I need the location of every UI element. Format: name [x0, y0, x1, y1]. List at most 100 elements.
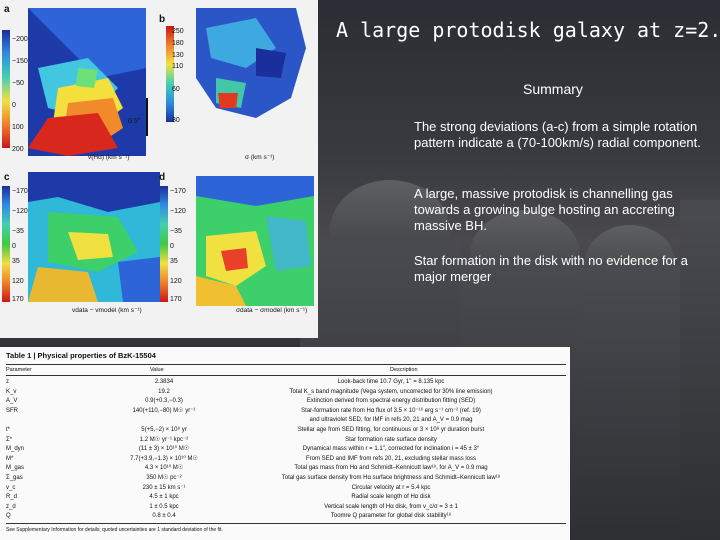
table-cell-value: 1 ± 0.5 kpc — [149, 503, 179, 510]
table-cell-value: 350 M☉ pc⁻² — [146, 475, 182, 481]
table-cell-description: Star formation rate surface density — [345, 436, 437, 443]
tick-b: 60 — [172, 86, 180, 93]
colorbar-b — [166, 26, 174, 122]
table-header: Description — [390, 367, 418, 373]
tick-c: −120 — [12, 208, 28, 215]
panel-b-caption: σ (km s⁻¹) — [245, 154, 275, 161]
panel-label-a: a — [4, 4, 10, 15]
table-row: and ultraviolet SED, for IMF in refs 20,… — [6, 416, 566, 424]
table-cell-parameter: M* — [6, 455, 14, 462]
table-cell-description: Vertical scale length of Hα disk, from v… — [324, 503, 458, 510]
table-row: Σ_gas 350 M☉ pc⁻² Total gas surface densit… — [6, 474, 566, 482]
tick-a: 100 — [12, 124, 24, 131]
table-cell-parameter: R_d — [6, 494, 18, 501]
slide-title: A large protodisk galaxy at z=2.4 — [336, 18, 720, 42]
table-cell-parameter: z — [6, 379, 9, 385]
table-row: v_c 230 ± 15 km s⁻¹ Circular velocity at r… — [6, 484, 566, 492]
properties-table: Table 1 | Physical properties of BzK-155… — [0, 347, 570, 540]
table-cell-description: Total K_s band magnitude (Vega system, u… — [289, 388, 493, 395]
panel-d-caption: σdata − σmodel (km s⁻¹) — [236, 307, 308, 314]
table-cell-description: Total gas mass from Hα and Schmidt–Kenni… — [294, 465, 488, 472]
table-cell-description: Star-formation rate from Hα flux of 3.5 … — [301, 407, 481, 414]
table-cell-description: From SED and IMF from refs 20, 21, exclu… — [305, 455, 477, 462]
panel-label-c: c — [4, 172, 10, 183]
summary-heading: Summary — [523, 81, 583, 97]
table-row: z 2.3834 Look-back time 10.7 Gyr, 1'' = 8.… — [6, 378, 566, 386]
tick-d: 120 — [170, 278, 182, 285]
colorbar-a — [2, 30, 10, 148]
tick-a: 0 — [12, 102, 16, 109]
table-cell-value: 0.9(+0.3,−0.3) — [145, 398, 183, 405]
tick-a: −200 — [12, 36, 28, 43]
table-footnote: See Supplementary Information for detail… — [6, 527, 223, 533]
tick-b: 110 — [172, 63, 184, 70]
table-row: M_dyn (11 ± 3) × 10¹⁰ M☉ Dynamical mass wi… — [6, 445, 566, 453]
table-cell-description: Dynamical mass within r = 1.1'', correct… — [302, 446, 480, 453]
table-title: Table 1 | Physical properties of BzK-155… — [6, 351, 156, 360]
table-cell-value: (11 ± 3) × 10¹⁰ M☉ — [138, 446, 190, 453]
table-row: M* 7.7(+3.9,−1.3) × 10¹⁰ M☉ From SED and I… — [6, 455, 566, 463]
tick-b: 30 — [172, 117, 180, 124]
table-cell-value: 19.2 — [158, 388, 170, 395]
table-cell-parameter: v_c — [6, 484, 16, 491]
table-row: t* 5(+5,−2) × 10⁸ yr Stellar age from SED … — [6, 426, 566, 434]
table-cell-parameter: Σ* — [6, 436, 13, 443]
summary-bullet: The strong deviations (a-c) from a simpl… — [414, 119, 701, 150]
table-cell-parameter: t* — [6, 427, 11, 433]
table-cell-description: Toomre Q parameter for global disk stabi… — [330, 513, 452, 520]
table-row: SFR 140(+110,−80) M☉ yr⁻¹ Star-formation r… — [6, 407, 566, 415]
tick-c: −35 — [12, 228, 24, 235]
table-cell-description: Stellar age from SED fitting, for contin… — [297, 427, 485, 433]
table-cell-description: Extinction derived from spectral energy … — [306, 398, 476, 405]
table-cell-value: 4.3 × 10¹⁰ M☉ — [144, 465, 184, 472]
tick-d: 170 — [170, 296, 182, 303]
panel-a-map — [28, 8, 146, 156]
table-row: Σ* 1.2 M☉ yr⁻¹ kpc⁻² Star formation rate s… — [6, 436, 566, 444]
summary-bullet: A large, massive protodisk is channellin… — [414, 186, 675, 233]
tick-c: −170 — [12, 188, 28, 195]
tick-c: 170 — [12, 296, 24, 303]
tick-b: 250 — [172, 28, 184, 35]
colorbar-d — [160, 186, 168, 302]
table-cell-parameter: A_V — [6, 398, 18, 405]
panel-b-map — [196, 8, 314, 148]
table-cell-parameter: Q — [6, 513, 11, 520]
table-cell-parameter: M_dyn — [6, 446, 25, 453]
panel-label-b: b — [159, 14, 166, 25]
panel-d-map — [196, 176, 314, 306]
table-cell-value: 1.2 M☉ yr⁻¹ kpc⁻² — [139, 436, 189, 443]
tick-c: 35 — [12, 258, 20, 265]
tick-b: 130 — [172, 52, 184, 59]
table-cell-value: 230 ± 15 km s⁻¹ — [142, 484, 186, 491]
table-cell-description: Total gas surface density from Hα surfac… — [281, 475, 501, 481]
table-cell-parameter: SFR — [6, 407, 18, 414]
table-cell-parameter: z_d — [6, 503, 16, 510]
table-cell-parameter: K_v — [6, 388, 17, 395]
table-row: z_d 1 ± 0.5 kpc Vertical scale length of H… — [6, 503, 566, 511]
table-row: K_v 19.2 Total K_s band magnitude (Vega sy… — [6, 388, 566, 396]
tick-a: −150 — [12, 58, 28, 65]
table-row: M_gas 4.3 × 10¹⁰ M☉ Total gas mass from Hα… — [6, 464, 566, 472]
tick-d: −35 — [170, 228, 182, 235]
table-cell-description: and ultraviolet SED, for IMF in refs 20,… — [309, 417, 473, 424]
table-row: A_V 0.9(+0.3,−0.3) Extinction derived from… — [6, 397, 566, 405]
table-cell-value: 140(+110,−80) M☉ yr⁻¹ — [132, 407, 196, 414]
panel-c-caption: vdata − vmodel (km s⁻¹) — [72, 307, 142, 314]
scale-bar-label: 0.5'' — [128, 118, 141, 125]
table-cell-value: 7.7(+3.9,−1.3) × 10¹⁰ M☉ — [130, 455, 198, 462]
table-cell-description: Circular velocity at r = 5.4 kpc — [351, 484, 431, 491]
table-cell-value: 0.8 ± 0.4 — [152, 513, 176, 520]
table-header: Value — [150, 367, 164, 373]
tick-d: 35 — [170, 258, 178, 265]
table-header: Parameter — [6, 367, 32, 373]
panel-c-map — [28, 172, 160, 302]
table-cell-value: 2.3834 — [154, 379, 174, 385]
velocity-map-figure: a −200 −150 −50 0 100 200 0.5'' v(Hα) (k… — [0, 0, 318, 338]
panel-a-caption: v(Hα) (km s⁻¹) — [88, 154, 130, 161]
scale-bar — [146, 98, 148, 136]
table-cell-description: Radial scale length of Hα disk — [351, 494, 431, 501]
table-row: Q 0.8 ± 0.4 Toomre Q parameter for global … — [6, 512, 566, 520]
tick-d: −170 — [170, 188, 186, 195]
tick-c: 120 — [12, 278, 24, 285]
